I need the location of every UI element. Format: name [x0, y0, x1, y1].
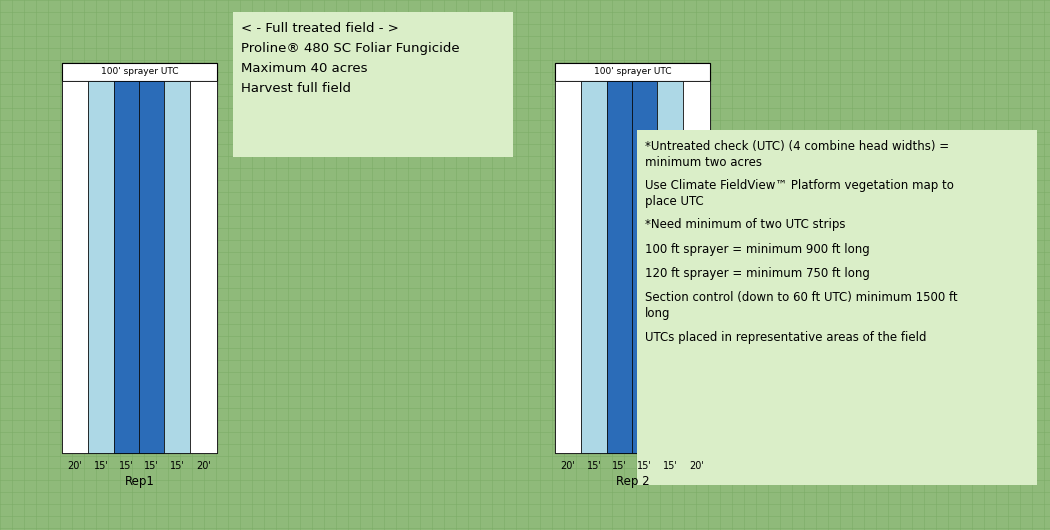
- Text: 120 ft sprayer = minimum 750 ft long: 120 ft sprayer = minimum 750 ft long: [645, 267, 869, 280]
- Bar: [114, 81, 139, 453]
- Text: 20': 20': [561, 461, 575, 471]
- Text: 15': 15': [119, 461, 134, 471]
- Text: 15': 15': [587, 461, 602, 471]
- Text: 20': 20': [196, 461, 211, 471]
- Text: Section control (down to 60 ft UTC) minimum 1500 ft
long: Section control (down to 60 ft UTC) mini…: [645, 292, 958, 321]
- Text: 15': 15': [612, 461, 627, 471]
- Text: 15': 15': [144, 461, 159, 471]
- Bar: [682, 81, 710, 453]
- Bar: [657, 81, 682, 453]
- Text: 15': 15': [169, 461, 185, 471]
- Text: UTCs placed in representative areas of the field: UTCs placed in representative areas of t…: [645, 331, 926, 343]
- Text: < - Full treated field - >
Proline® 480 SC Foliar Fungicide
Maximum 40 acres
Har: < - Full treated field - > Proline® 480 …: [242, 22, 460, 95]
- Bar: [233, 12, 513, 157]
- Bar: [555, 81, 581, 453]
- Text: *Need minimum of two UTC strips: *Need minimum of two UTC strips: [645, 218, 845, 231]
- Bar: [62, 81, 88, 453]
- Bar: [190, 81, 217, 453]
- Bar: [139, 81, 164, 453]
- Bar: [555, 63, 710, 81]
- Bar: [607, 81, 632, 453]
- Bar: [637, 130, 1037, 485]
- Text: 100' sprayer UTC: 100' sprayer UTC: [593, 67, 671, 76]
- Bar: [62, 63, 217, 81]
- Bar: [62, 63, 217, 453]
- Text: 15': 15': [663, 461, 677, 471]
- Text: 20': 20': [689, 461, 704, 471]
- Text: *Untreated check (UTC) (4 combine head widths) =
minimum two acres: *Untreated check (UTC) (4 combine head w…: [645, 140, 949, 169]
- Bar: [88, 81, 114, 453]
- Text: Rep 2: Rep 2: [615, 475, 649, 488]
- Bar: [555, 63, 710, 453]
- Text: 15': 15': [637, 461, 652, 471]
- Bar: [164, 81, 190, 453]
- Text: 100 ft sprayer = minimum 900 ft long: 100 ft sprayer = minimum 900 ft long: [645, 243, 869, 255]
- Text: 100' sprayer UTC: 100' sprayer UTC: [101, 67, 178, 76]
- Text: 15': 15': [93, 461, 108, 471]
- Bar: [632, 81, 657, 453]
- Text: 20': 20': [67, 461, 83, 471]
- Text: Rep1: Rep1: [125, 475, 154, 488]
- Text: Use Climate FieldView™ Platform vegetation map to
place UTC: Use Climate FieldView™ Platform vegetati…: [645, 179, 953, 208]
- Bar: [581, 81, 607, 453]
